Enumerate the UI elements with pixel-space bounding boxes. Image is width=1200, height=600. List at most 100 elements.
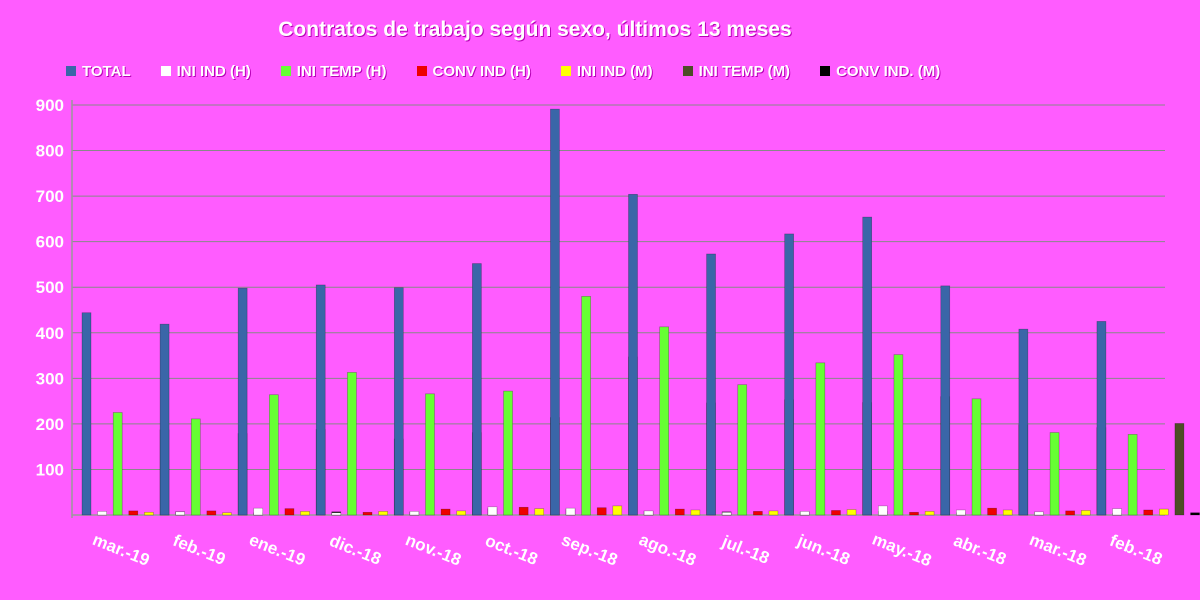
bar-conv-ind-h [596, 507, 607, 516]
x-tick-label: sep.-18 [559, 530, 620, 570]
legend-label: INI TEMP (H) [296, 62, 387, 80]
legend-label: INI IND (H) [176, 62, 251, 80]
bar-ini-temp-h [581, 296, 591, 516]
bar-total [784, 233, 794, 516]
bar-total [628, 193, 638, 516]
legend-swatch [682, 66, 693, 76]
bar-ini-temp-h [347, 372, 357, 516]
bar-ini-temp-h [971, 398, 982, 516]
legend-swatch [160, 66, 171, 76]
bar-conv-ind-h [440, 508, 451, 516]
bar-ini-temp-h [815, 362, 826, 516]
bar-ini-ind-m [1080, 510, 1091, 516]
bar-ini-temp-h [269, 394, 279, 516]
bar-conv-ind-h [206, 510, 217, 516]
bar-total [862, 216, 873, 516]
x-tick-label: may.-18 [869, 529, 934, 570]
legend-item-0: TOTAL [66, 63, 131, 80]
bar-total [1018, 328, 1029, 516]
bar-ini-ind-h [878, 505, 888, 516]
y-tick-label: 200 [36, 415, 64, 434]
bar-ini-ind-m [300, 511, 310, 516]
bar-ini-ind-h [409, 511, 420, 516]
bar-ini-ind-h [721, 511, 732, 516]
bar-ini-temp-h [503, 390, 513, 516]
legend-label: CONV IND. (M) [836, 62, 941, 80]
legend-swatch [416, 66, 427, 76]
y-tick-label: 800 [36, 142, 64, 161]
bar-total [237, 287, 248, 516]
bar-total [940, 285, 951, 516]
legend-label: INI IND (M) [576, 62, 653, 80]
bar-ini-ind-m [690, 509, 701, 516]
bar-conv-ind-m [1190, 512, 1200, 516]
bar-total [1096, 321, 1107, 516]
bar-ini-ind-h [253, 507, 264, 516]
x-tick-label: mar.-19 [90, 530, 152, 570]
bar-ini-ind-h [487, 506, 498, 516]
bar-conv-ind-h [753, 511, 763, 516]
bar-ini-ind-h [565, 507, 576, 516]
bar-ini-temp-h [190, 418, 201, 516]
bar-conv-ind-h [128, 510, 139, 516]
bar-ini-temp-h [737, 384, 748, 516]
chart-title: Contratos de trabajo según sexo, últimos… [278, 18, 792, 41]
bar-ini-temp-h [425, 393, 435, 516]
y-tick-label: 500 [36, 278, 64, 297]
legend-swatch [280, 66, 291, 76]
legend-swatch [66, 66, 76, 76]
legend-label: CONV IND (H) [432, 62, 531, 80]
legend-item-1: INI IND (H) [160, 62, 251, 80]
legend-label: INI TEMP (M) [698, 62, 791, 80]
bar-total [472, 263, 482, 516]
y-tick-label: 700 [36, 187, 64, 206]
bar-ini-ind-m [612, 505, 623, 516]
bar-total [550, 108, 560, 516]
bar-ini-ind-m [378, 511, 388, 516]
x-tick-label: feb.-19 [170, 531, 228, 569]
x-tick-label: oct.-18 [482, 531, 540, 569]
bar-ini-ind-h [956, 509, 966, 516]
bar-ini-temp-h [659, 326, 670, 516]
bar-ini-ind-h [1034, 511, 1044, 516]
bar-conv-ind-h [1065, 510, 1075, 516]
bar-ini-temp-h [1049, 432, 1060, 516]
bar-ini-temp-m [1174, 423, 1185, 516]
bar-ini-ind-h [97, 511, 107, 516]
x-tick-label: nov.-18 [403, 530, 464, 569]
x-tick-label: mar.-18 [1027, 530, 1089, 570]
bar-ini-temp-h [893, 354, 904, 516]
legend-item-4: INI IND (M) [560, 62, 653, 80]
bar-conv-ind-h [987, 507, 997, 516]
y-tick-label: 600 [36, 233, 64, 252]
bar-total [706, 253, 716, 516]
bar-ini-ind-m [768, 510, 779, 516]
y-tick-label: 100 [36, 460, 64, 479]
bar-total [81, 312, 92, 516]
x-tick-label: jul.-18 [718, 532, 772, 568]
x-tick-label: ene.-19 [247, 530, 308, 570]
bar-ini-ind-m [1002, 509, 1013, 516]
legend-swatch [820, 66, 831, 76]
legend-item-2: INI TEMP (H) [280, 62, 387, 80]
x-tick-label: abr.-18 [951, 531, 1009, 569]
x-tick-label: dic.-18 [327, 531, 384, 569]
bar-total [393, 287, 404, 516]
bar-conv-ind-h [362, 511, 373, 516]
bar-conv-ind-h [831, 510, 841, 516]
x-tick-label: ago.-18 [636, 530, 698, 570]
bar-conv-ind-h [1143, 509, 1154, 516]
bar-total [159, 323, 170, 516]
bar-conv-ind-h [909, 511, 919, 516]
bar-conv-ind-h [674, 508, 685, 516]
bar-total [315, 284, 326, 516]
bar-ini-ind-m [846, 509, 857, 516]
bar-ini-ind-m [222, 512, 232, 516]
bar-ini-temp-h [1127, 434, 1138, 516]
y-tick-label: 900 [36, 96, 64, 115]
bar-ini-ind-h [1112, 508, 1122, 516]
bar-ini-ind-m [924, 511, 935, 516]
legend-swatch [560, 66, 571, 76]
bar-conv-ind-h [284, 508, 295, 516]
